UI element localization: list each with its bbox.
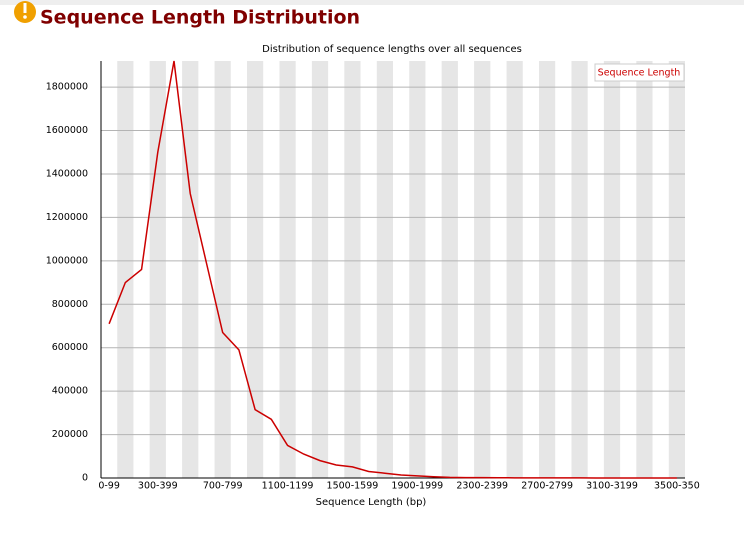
stripe — [117, 61, 134, 478]
x-tick-label: 1100-1199 — [262, 481, 314, 492]
x-tick-label: 300-399 — [138, 481, 178, 492]
stripe — [539, 61, 556, 478]
x-tick-label: 1900-1999 — [391, 481, 443, 492]
stripe — [149, 61, 166, 478]
y-tick-label: 1600000 — [46, 125, 88, 136]
x-tick-label: 0-99 — [98, 481, 120, 492]
x-axis-label: Sequence Length (bp) — [316, 497, 427, 508]
x-tick-label: 2300-2399 — [456, 481, 508, 492]
chart-title: Distribution of sequence lengths over al… — [262, 44, 522, 55]
y-tick-label: 0 — [82, 473, 88, 484]
y-tick-label: 600000 — [52, 342, 88, 353]
y-tick-label: 800000 — [52, 299, 88, 310]
stripe — [636, 61, 653, 478]
y-tick-label: 1000000 — [46, 255, 88, 266]
top-band — [0, 0, 744, 5]
y-tick-label: 200000 — [52, 429, 88, 440]
stripe — [344, 61, 361, 478]
stripe — [409, 61, 426, 478]
x-tick-label: 3500-350 — [654, 481, 700, 492]
stripe — [474, 61, 491, 478]
warning-icon — [14, 1, 36, 23]
x-tick-label: 1500-1599 — [327, 481, 379, 492]
stripe — [376, 61, 393, 478]
x-tick-label: 700-799 — [203, 481, 243, 492]
stripe — [247, 61, 264, 478]
y-tick-label: 1200000 — [46, 212, 88, 223]
data-line — [108, 60, 677, 479]
page-title: Sequence Length Distribution — [40, 7, 360, 29]
stripe — [441, 61, 458, 478]
stripe — [603, 61, 621, 478]
legend-label: Sequence Length — [598, 68, 681, 79]
y-tick-label: 1400000 — [46, 168, 88, 179]
stripe — [182, 61, 199, 478]
legend-box — [594, 63, 685, 82]
stripe — [311, 61, 329, 478]
stripe — [506, 61, 523, 478]
y-tick-label: 1800000 — [46, 82, 88, 93]
stripe — [214, 61, 231, 478]
stripe — [668, 61, 685, 478]
x-tick-label: 3100-3199 — [586, 481, 638, 492]
y-tick-label: 400000 — [52, 386, 88, 397]
stripe — [571, 61, 588, 478]
x-tick-label: 2700-2799 — [521, 481, 573, 492]
stripe — [279, 61, 296, 478]
